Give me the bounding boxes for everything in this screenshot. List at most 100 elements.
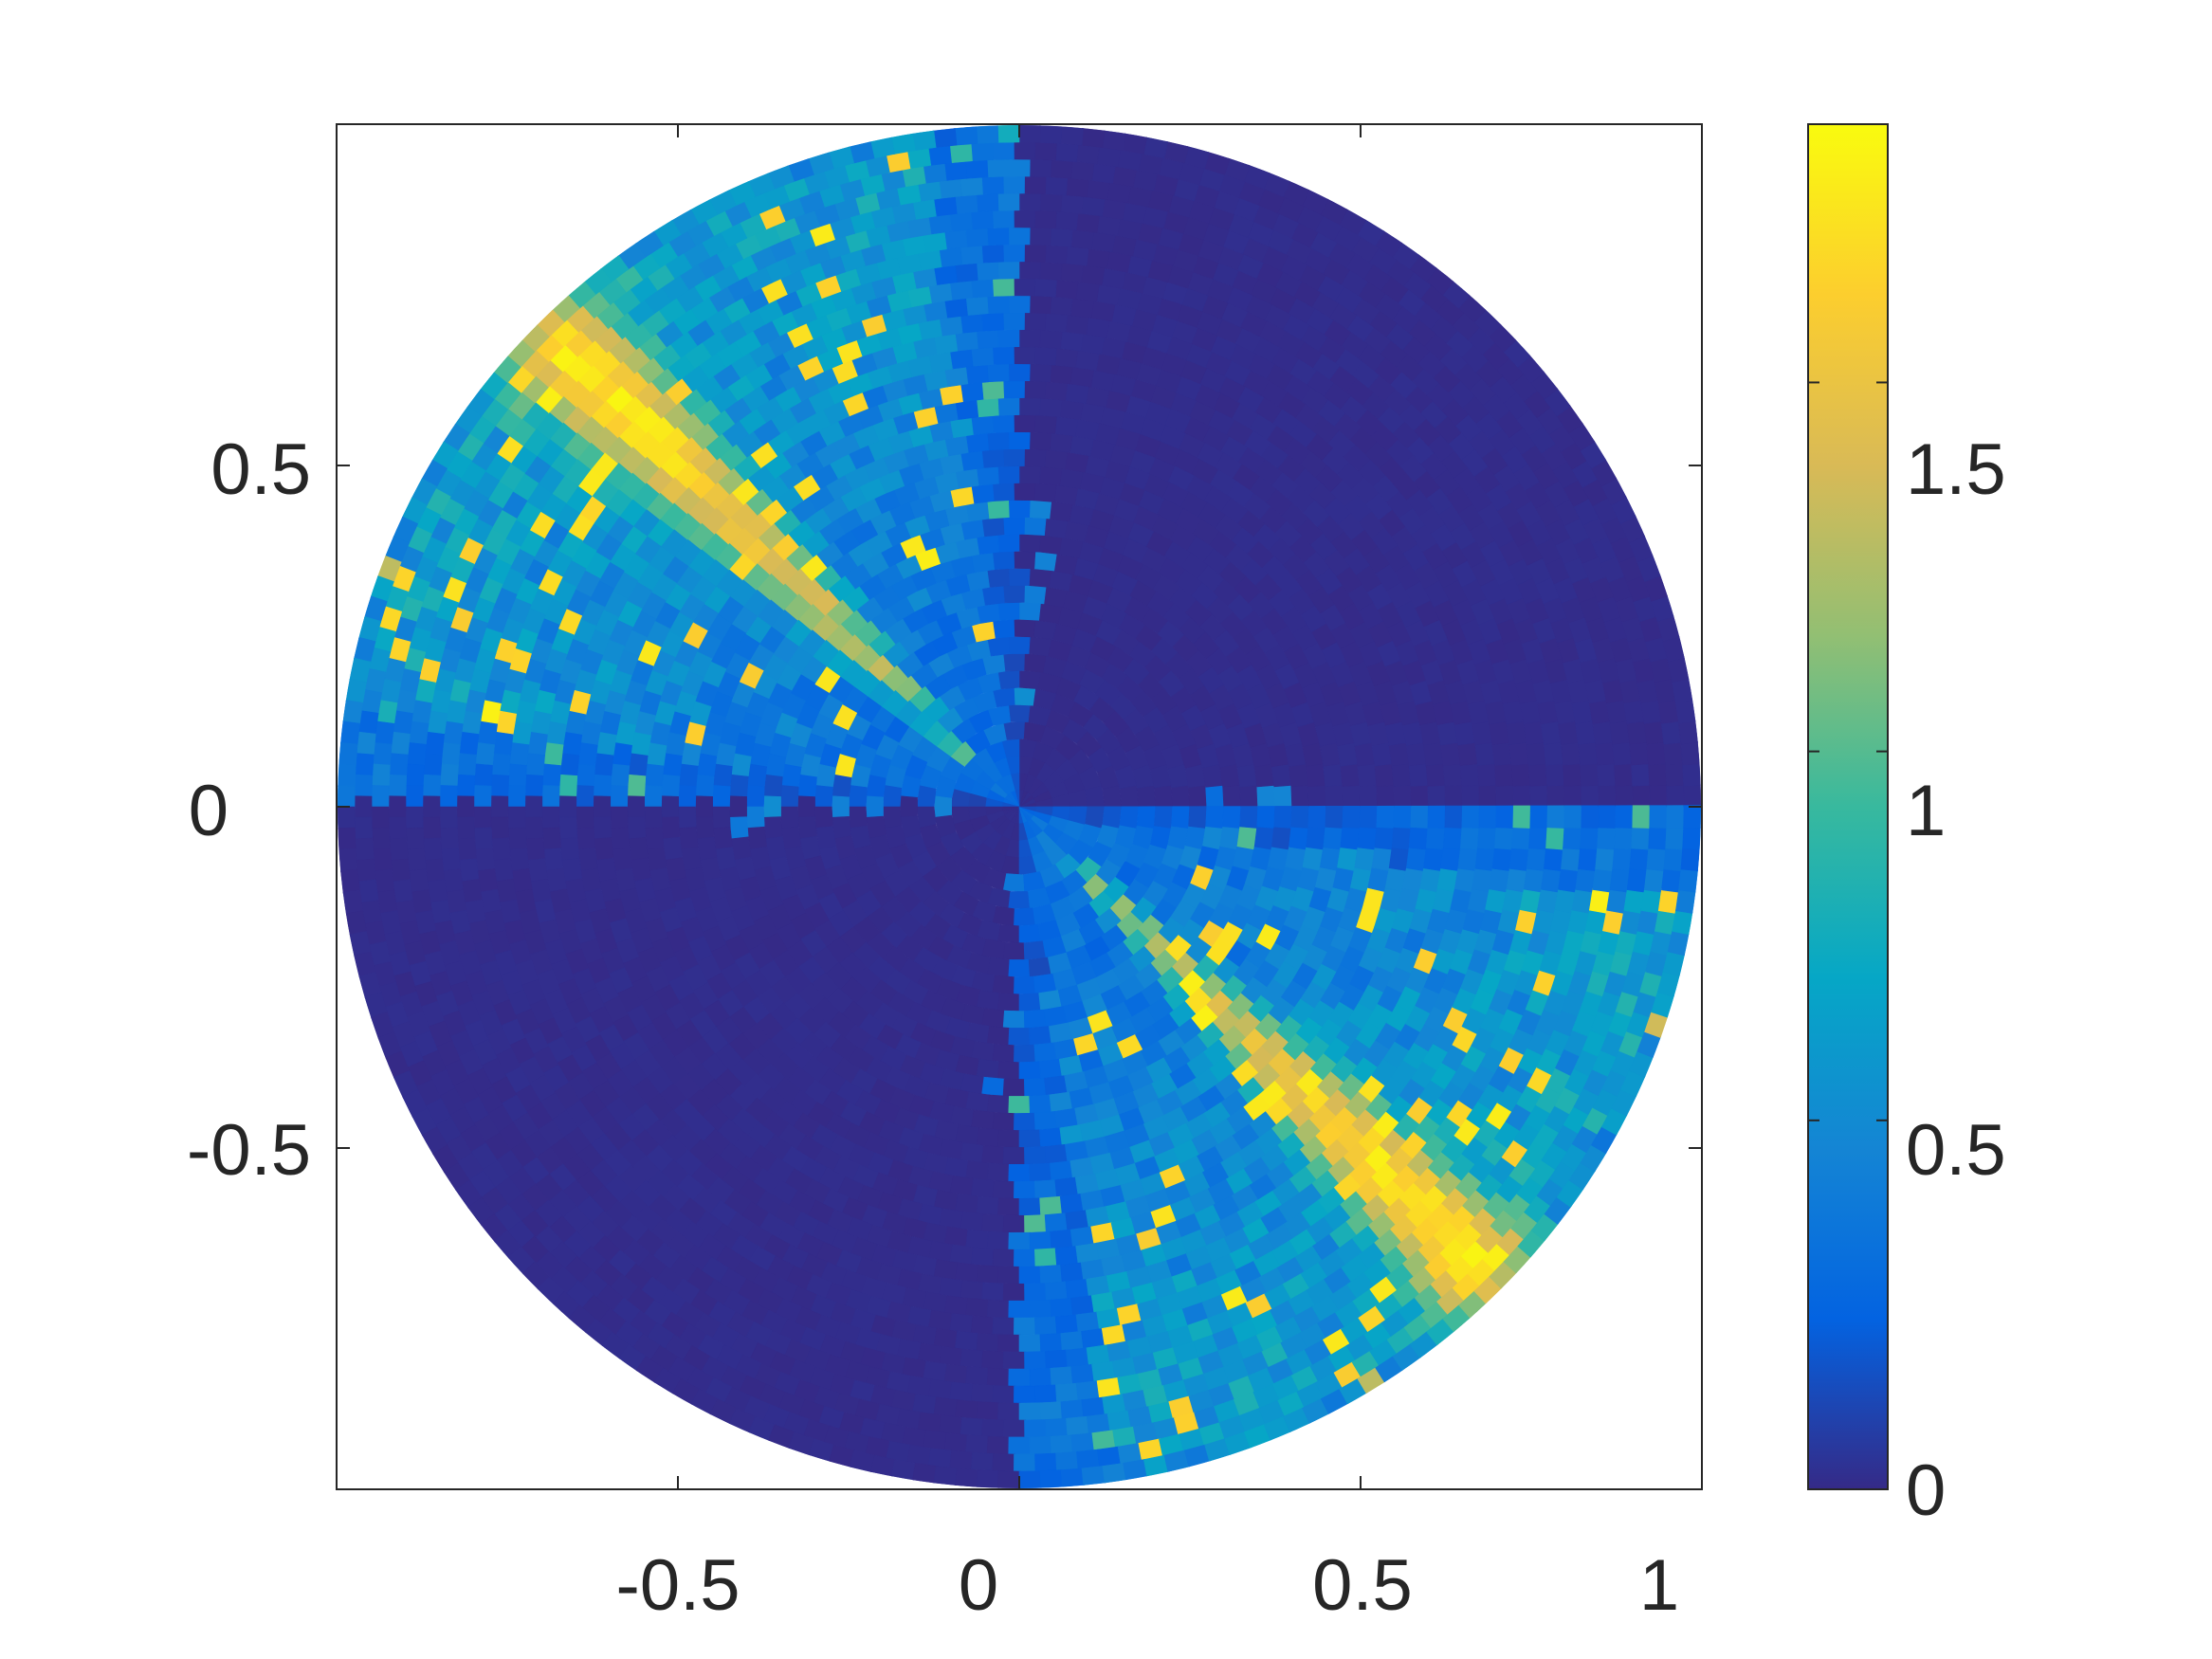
heatmap-cell [1045, 1349, 1069, 1369]
heatmap-cell [1055, 1382, 1080, 1403]
heatmap-cell [1002, 517, 1025, 536]
heatmap-cell [942, 298, 968, 319]
heatmap-cell [1663, 740, 1683, 766]
heatmap-cell [473, 827, 493, 851]
heatmap-cell [356, 731, 376, 757]
heatmap-cell [992, 975, 1015, 994]
colorbar-tick-label-0: 0 [1906, 1450, 1946, 1531]
heatmap-cell [1007, 363, 1031, 382]
heatmap-cell [1029, 1094, 1052, 1114]
heatmap-cell [996, 125, 1020, 143]
heatmap-cell [1595, 740, 1615, 766]
heatmap-cell [1508, 847, 1529, 871]
heatmap-cell [1044, 1212, 1069, 1232]
heatmap-cell [1678, 867, 1699, 893]
heatmap-cell [976, 1195, 1000, 1216]
heatmap-cell [1354, 846, 1376, 871]
heatmap-cell [882, 785, 903, 808]
heatmap-cell [1001, 448, 1025, 467]
heatmap-cell [954, 399, 979, 421]
heatmap-cell [970, 415, 995, 435]
heatmap-cell [949, 1244, 975, 1266]
heatmap-cell [1597, 826, 1617, 850]
heatmap-cell [948, 348, 974, 370]
heatmap-cell [1043, 176, 1069, 196]
heatmap-cell [594, 837, 614, 862]
heatmap-cell [1425, 762, 1446, 787]
heatmap-cell [1101, 130, 1126, 151]
heatmap-cell [1049, 1091, 1074, 1113]
heatmap-cell [1024, 1419, 1048, 1438]
heatmap-cell [949, 1381, 975, 1402]
heatmap-cell [1374, 762, 1395, 787]
heatmap-cell [948, 211, 974, 232]
heatmap-cell [354, 816, 374, 841]
heatmap-cell [964, 432, 990, 453]
heatmap-cell [1024, 1351, 1048, 1370]
heatmap-cell [1074, 212, 1100, 233]
heatmap-cell [1059, 263, 1084, 283]
heatmap-cell [1012, 278, 1036, 297]
heatmap-cell [1008, 1300, 1032, 1319]
heatmap-cell [408, 720, 430, 746]
heatmap-cell [1001, 244, 1025, 263]
heatmap-cell [927, 1448, 954, 1468]
heatmap-cell [991, 141, 1015, 160]
heatmap-cell [746, 806, 765, 830]
heatmap-cell [593, 774, 612, 798]
y-tick-label-neg-0-5: -0.5 [187, 1110, 311, 1191]
heatmap-cell [558, 816, 578, 841]
heatmap-cell [729, 795, 747, 819]
heatmap-cell [1406, 847, 1427, 871]
heatmap-cell [997, 1470, 1021, 1488]
heatmap-cell [371, 763, 391, 788]
heatmap-cell [980, 448, 1005, 468]
heatmap-cell [1059, 126, 1084, 146]
heatmap-cell [439, 827, 459, 851]
heatmap-cell [423, 753, 443, 777]
heatmap-cell [1476, 762, 1497, 787]
heatmap-cell [456, 816, 476, 841]
heatmap-cell [916, 785, 937, 808]
heatmap-cell [1080, 195, 1106, 217]
heatmap-cell [1017, 465, 1041, 484]
heatmap-cell [646, 742, 667, 768]
heatmap-cell [357, 710, 379, 736]
heatmap-cell [1102, 806, 1123, 829]
heatmap-cell [934, 795, 952, 818]
heatmap-cell [1060, 1468, 1086, 1487]
heatmap-cell [423, 837, 443, 862]
heatmap-cell [1050, 1297, 1074, 1318]
heatmap-cell [1007, 295, 1031, 314]
heatmap-cell [1001, 312, 1025, 331]
y-axis-tick-labels: 0.5 0 -0.5 [187, 429, 311, 1191]
heatmap-cell [1581, 805, 1600, 829]
heatmap-cell [1643, 867, 1665, 893]
heatmap-cell [939, 1277, 964, 1299]
heatmap-cell [1425, 826, 1446, 850]
heatmap-cell [1136, 784, 1157, 808]
heatmap-cell [1069, 298, 1095, 319]
heatmap-cell [1033, 1248, 1058, 1267]
heatmap-cell [1028, 363, 1052, 383]
heatmap-cell [1064, 246, 1089, 266]
heatmap-cell [1478, 805, 1497, 829]
heatmap-cell [610, 827, 631, 851]
heatmap-cell [355, 753, 375, 777]
heatmap-cell [1013, 686, 1036, 706]
heatmap-cell [1545, 826, 1565, 850]
heatmap-cell [1043, 518, 1068, 538]
heatmap-cell [1393, 784, 1412, 808]
y-tick-label-0: 0 [189, 771, 229, 851]
heatmap-cell [949, 1313, 975, 1334]
heatmap-cell [457, 837, 477, 862]
heatmap-cell [644, 763, 665, 788]
heatmap-cell [593, 816, 612, 841]
heatmap-cell [900, 795, 918, 818]
heatmap-cell [1563, 805, 1582, 829]
heatmap-cell [1033, 1179, 1058, 1199]
heatmap-cell [1545, 762, 1565, 787]
heatmap-cell [473, 785, 492, 809]
heatmap-cell [1629, 847, 1649, 871]
heatmap-cell [1325, 784, 1344, 808]
